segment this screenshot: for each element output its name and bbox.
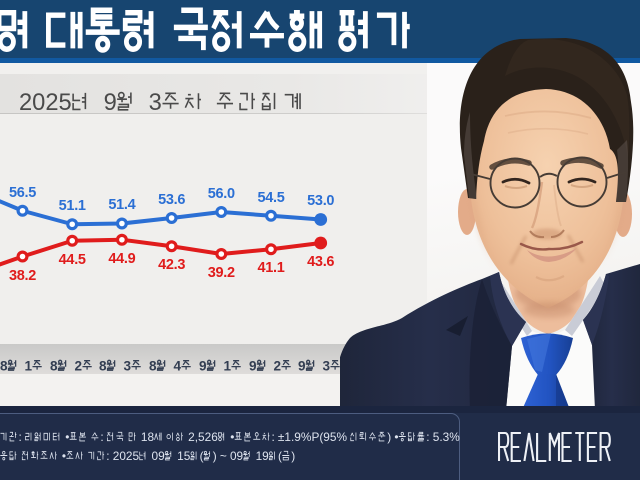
svg-text:±: ± bbox=[278, 430, 285, 444]
svg-text:.: . bbox=[291, 430, 294, 444]
svg-text:2: 2 bbox=[188, 430, 195, 444]
svg-text:2: 2 bbox=[45, 90, 58, 116]
svg-text::: : bbox=[100, 430, 103, 444]
svg-text::: : bbox=[426, 430, 429, 444]
svg-text::: : bbox=[19, 430, 22, 444]
svg-text:5: 5 bbox=[330, 430, 337, 444]
svg-text:4: 4 bbox=[174, 359, 182, 374]
svg-text:5: 5 bbox=[433, 430, 440, 444]
svg-text:9: 9 bbox=[323, 430, 330, 444]
svg-text:2: 2 bbox=[19, 90, 32, 116]
svg-text:(: ( bbox=[319, 430, 323, 444]
svg-text:): ) bbox=[213, 449, 217, 463]
svg-text:1: 1 bbox=[256, 449, 263, 463]
svg-text:5: 5 bbox=[59, 90, 72, 116]
svg-text:0: 0 bbox=[230, 449, 237, 463]
svg-text:1: 1 bbox=[25, 359, 33, 374]
svg-text::: : bbox=[106, 449, 109, 463]
svg-text:2: 2 bbox=[273, 359, 281, 374]
svg-text:5: 5 bbox=[198, 430, 205, 444]
svg-text:3: 3 bbox=[323, 359, 331, 374]
svg-text:5: 5 bbox=[184, 449, 191, 463]
svg-text:9: 9 bbox=[298, 359, 306, 374]
svg-text:8: 8 bbox=[99, 359, 107, 374]
svg-text:9: 9 bbox=[294, 430, 301, 444]
svg-text:): ) bbox=[387, 430, 391, 444]
svg-text:9: 9 bbox=[104, 90, 117, 116]
svg-text:3: 3 bbox=[443, 430, 450, 444]
svg-text:8: 8 bbox=[147, 430, 154, 444]
svg-text:1: 1 bbox=[141, 430, 148, 444]
svg-text:•: • bbox=[394, 430, 398, 444]
svg-text:1: 1 bbox=[223, 359, 231, 374]
svg-text:,: , bbox=[195, 430, 198, 444]
svg-text:1: 1 bbox=[177, 449, 184, 463]
svg-text:0: 0 bbox=[152, 449, 159, 463]
svg-text:): ) bbox=[291, 449, 295, 463]
svg-text:0: 0 bbox=[32, 90, 45, 116]
svg-text:9: 9 bbox=[237, 449, 244, 463]
svg-text:0: 0 bbox=[119, 449, 126, 463]
svg-text:3: 3 bbox=[149, 90, 162, 116]
svg-text:6: 6 bbox=[211, 430, 218, 444]
svg-text:~: ~ bbox=[220, 449, 227, 463]
svg-text:5: 5 bbox=[133, 449, 140, 463]
svg-text:9: 9 bbox=[262, 449, 269, 463]
svg-text:%: % bbox=[336, 430, 347, 444]
svg-text::: : bbox=[271, 430, 274, 444]
svg-text:2: 2 bbox=[126, 449, 133, 463]
svg-text:2: 2 bbox=[74, 359, 82, 374]
svg-text:3: 3 bbox=[124, 359, 132, 374]
svg-text:.: . bbox=[439, 430, 442, 444]
svg-text:2: 2 bbox=[113, 449, 120, 463]
svg-text:•: • bbox=[230, 430, 234, 444]
svg-text:8: 8 bbox=[50, 359, 58, 374]
svg-text:8: 8 bbox=[149, 359, 157, 374]
svg-text:1: 1 bbox=[284, 430, 291, 444]
svg-text:(: ( bbox=[278, 449, 282, 463]
svg-text:9: 9 bbox=[158, 449, 165, 463]
svg-text:P: P bbox=[311, 430, 319, 444]
svg-text:•: • bbox=[65, 430, 69, 444]
svg-text:9: 9 bbox=[199, 359, 207, 374]
svg-text:•: • bbox=[62, 449, 66, 463]
svg-text:8: 8 bbox=[0, 359, 8, 374]
svg-text:%: % bbox=[301, 430, 312, 444]
svg-text:(: ( bbox=[200, 449, 204, 463]
svg-text:9: 9 bbox=[249, 359, 257, 374]
svg-text:%: % bbox=[449, 430, 460, 444]
svg-text:2: 2 bbox=[205, 430, 212, 444]
